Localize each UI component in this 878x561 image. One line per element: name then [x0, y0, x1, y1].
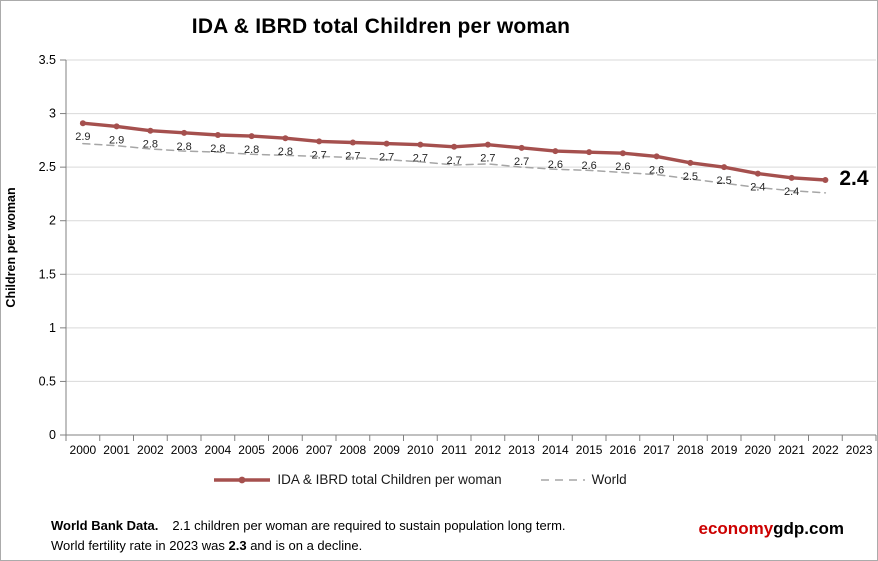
- footer-line-1: World Bank Data. 2.1 children per woman a…: [51, 516, 566, 536]
- legend-label-world: World: [591, 472, 627, 487]
- svg-text:2.8: 2.8: [244, 144, 259, 156]
- svg-text:2005: 2005: [238, 443, 265, 457]
- svg-text:2016: 2016: [610, 443, 637, 457]
- svg-text:2012: 2012: [475, 443, 502, 457]
- svg-text:2023: 2023: [846, 443, 873, 457]
- svg-text:2014: 2014: [542, 443, 569, 457]
- svg-text:2.7: 2.7: [311, 149, 326, 161]
- svg-text:2006: 2006: [272, 443, 299, 457]
- svg-text:2.6: 2.6: [548, 159, 563, 171]
- svg-text:2020: 2020: [745, 443, 772, 457]
- svg-text:2.4: 2.4: [784, 186, 799, 198]
- svg-text:2.6: 2.6: [649, 164, 664, 176]
- svg-text:2.7: 2.7: [413, 153, 428, 165]
- footer-text-1: 2.1 children per woman are required to s…: [172, 518, 566, 533]
- svg-text:2009: 2009: [373, 443, 400, 457]
- legend-line-world-swatch: [540, 478, 585, 481]
- footer-line-2: World fertility rate in 2023 was 2.3 and…: [51, 536, 566, 556]
- svg-text:2022: 2022: [812, 443, 839, 457]
- svg-text:2.5: 2.5: [683, 171, 698, 183]
- svg-text:2015: 2015: [576, 443, 603, 457]
- svg-text:2.8: 2.8: [143, 139, 158, 151]
- svg-text:2017: 2017: [643, 443, 670, 457]
- svg-text:2.9: 2.9: [75, 131, 90, 143]
- svg-text:2.8: 2.8: [278, 146, 293, 158]
- svg-text:0.5: 0.5: [39, 374, 56, 388]
- footer-note: World Bank Data. 2.1 children per woman a…: [51, 516, 566, 556]
- footer-text-2-pre: World fertility rate in 2023 was: [51, 538, 229, 554]
- svg-text:2.7: 2.7: [514, 156, 529, 168]
- svg-text:3.5: 3.5: [39, 53, 56, 67]
- svg-text:2.4: 2.4: [750, 182, 765, 194]
- footer-text-2-bold: 2.3: [228, 538, 247, 554]
- svg-text:2.6: 2.6: [581, 160, 596, 172]
- svg-text:2.7: 2.7: [345, 151, 360, 163]
- svg-text:0: 0: [49, 428, 56, 442]
- svg-text:2008: 2008: [340, 443, 367, 457]
- svg-text:2000: 2000: [70, 443, 97, 457]
- legend-label-ida-ibrd: IDA & IBRD total Children per woman: [277, 472, 502, 487]
- svg-text:2.8: 2.8: [210, 143, 225, 155]
- logo-gdp-com: gdp.com: [773, 519, 844, 538]
- logo-economy: economy: [698, 519, 774, 538]
- svg-text:1: 1: [49, 321, 56, 335]
- footer-source-bold: World Bank Data.: [51, 518, 159, 533]
- legend-item-ida-ibrd[interactable]: IDA & IBRD total Children per woman: [213, 472, 502, 487]
- chart-legend: IDA & IBRD total Children per woman Worl…: [1, 472, 839, 487]
- svg-text:2.6: 2.6: [615, 161, 630, 173]
- svg-text:2001: 2001: [103, 443, 130, 457]
- svg-text:2021: 2021: [778, 443, 805, 457]
- footer-text-2-post: and is on a decline.: [246, 538, 363, 554]
- svg-text:2018: 2018: [677, 443, 704, 457]
- svg-text:2.7: 2.7: [379, 152, 394, 164]
- economygdp-logo[interactable]: economygdp.com: [699, 519, 844, 539]
- svg-text:3: 3: [49, 107, 56, 121]
- svg-text:2.7: 2.7: [446, 155, 461, 167]
- legend-item-world[interactable]: World: [540, 472, 627, 487]
- svg-text:2.7: 2.7: [480, 153, 495, 165]
- svg-text:2.8: 2.8: [176, 141, 191, 153]
- legend-line-ida-swatch: [214, 476, 271, 483]
- svg-text:2.5: 2.5: [716, 175, 731, 187]
- svg-text:2004: 2004: [205, 443, 232, 457]
- chart-title: IDA & IBRD total Children per woman: [191, 15, 571, 38]
- svg-text:2002: 2002: [137, 443, 164, 457]
- svg-text:2: 2: [49, 214, 56, 228]
- svg-text:2007: 2007: [306, 443, 333, 457]
- svg-text:2011: 2011: [441, 443, 467, 457]
- svg-text:2010: 2010: [407, 443, 434, 457]
- svg-text:Children per woman: Children per woman: [4, 187, 18, 307]
- svg-text:2.9: 2.9: [109, 134, 124, 146]
- svg-text:2013: 2013: [508, 443, 535, 457]
- svg-text:1.5: 1.5: [39, 267, 56, 281]
- svg-text:2019: 2019: [711, 443, 738, 457]
- svg-text:2003: 2003: [171, 443, 198, 457]
- svg-text:2.5: 2.5: [39, 160, 56, 174]
- svg-text:2.4: 2.4: [839, 167, 869, 190]
